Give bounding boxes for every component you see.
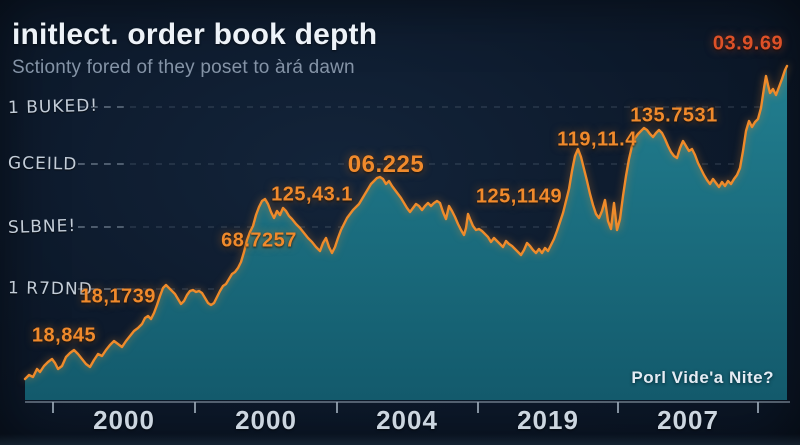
value-label: 119,11.4	[557, 128, 637, 151]
x-axis-label: 2019	[517, 405, 579, 435]
value-label: 125,43.1	[271, 183, 353, 206]
value-label: 68.7257	[221, 229, 297, 252]
x-axis-label: 2000	[93, 405, 155, 435]
x-axis-label: 2007	[657, 405, 719, 435]
value-label: 06.225	[347, 151, 425, 178]
page-subtitle: Sctionty fored of they poset to àrá dawn	[12, 57, 355, 78]
area-fill	[25, 66, 787, 400]
x-axis-label: 2000	[235, 405, 297, 435]
value-label: 18,1739	[80, 285, 156, 308]
bottom-strip	[0, 434, 800, 445]
value-label: 03.9.69	[712, 32, 784, 55]
page-title: initlect. order book depth	[12, 18, 378, 51]
y-axis-label: 1 BUKED!	[7, 95, 99, 119]
y-axis-label: GCEILD	[7, 153, 78, 175]
series-line	[23, 64, 789, 381]
footer-note: Porl Vide'a Nite?	[631, 368, 774, 387]
value-label: 125,1149	[475, 185, 563, 208]
value-label: 18,845	[31, 324, 97, 347]
x-axis-label: 2004	[376, 405, 438, 435]
y-axis-label: SLBNE!	[7, 216, 77, 238]
value-label: 135.7531	[630, 104, 718, 127]
